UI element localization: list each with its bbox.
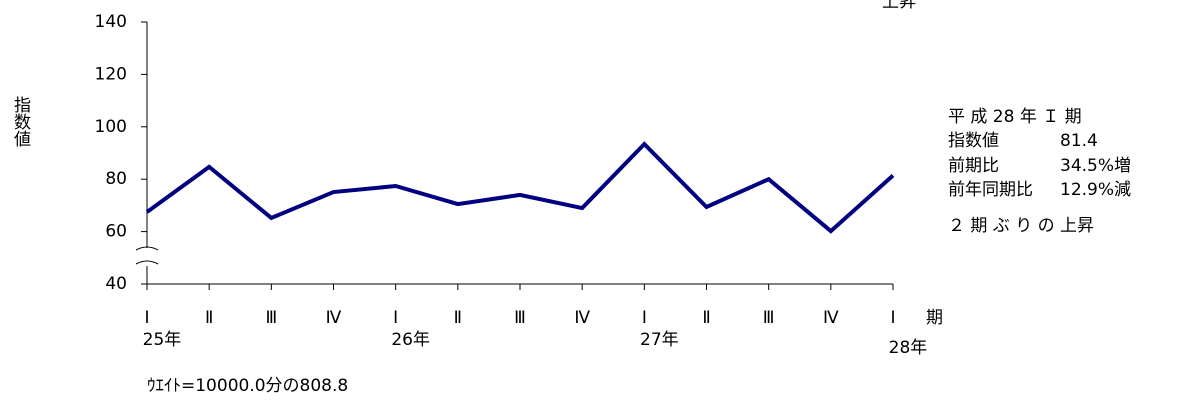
x-tick-label: Ⅲ: [763, 308, 775, 328]
y-tick-label: 60: [105, 222, 127, 242]
summary-text: 前年同期比: [948, 180, 1033, 200]
summary-text: 指数値: [948, 131, 999, 151]
x-tick-label: Ⅳ: [574, 308, 590, 328]
x-tick-label: Ⅲ: [265, 308, 277, 328]
top-annotation: 上昇: [882, 0, 916, 12]
y-tick-label: 140: [95, 12, 127, 32]
summary-text: 34.5%増: [1060, 156, 1131, 176]
y-tick-label: 40: [105, 274, 127, 294]
y-tick-label: 80: [105, 169, 127, 189]
year-label: 25年: [143, 330, 182, 350]
footnote: ｳｴｲﾄ=10000.0分の808.8: [147, 376, 348, 396]
x-tick-label: Ⅰ: [642, 308, 647, 328]
summary-text: 前期比: [948, 156, 999, 176]
summary-text: 平 成 28 年 Ｉ 期: [948, 107, 1082, 127]
x-tick-label: Ⅱ: [454, 308, 462, 328]
x-tick-label: Ⅰ: [393, 308, 398, 328]
year-label: 26年: [391, 330, 430, 350]
x-axis-label: 期: [926, 308, 943, 328]
x-tick-label: Ⅳ: [823, 308, 839, 328]
y-tick-label: 120: [95, 64, 127, 84]
x-tick-label: Ⅳ: [326, 308, 342, 328]
axis-break: [135, 246, 159, 265]
line-series: [145, 141, 895, 234]
summary-text: ２ 期 ぶ り の 上昇: [948, 216, 1094, 236]
y-axis-label: 指数値: [10, 96, 31, 147]
year-label: 27年: [640, 330, 679, 350]
year-label: 28年: [889, 338, 928, 358]
summary-text: 12.9%減: [1060, 180, 1131, 200]
x-tick-label: Ⅰ: [144, 308, 149, 328]
x-tick-label: Ⅲ: [514, 308, 526, 328]
x-tick-label: Ⅰ: [890, 308, 895, 328]
x-tick-label: Ⅱ: [702, 308, 710, 328]
y-tick-label: 100: [95, 117, 127, 137]
x-tick-label: Ⅱ: [205, 308, 213, 328]
summary-text: 81.4: [1060, 131, 1098, 151]
